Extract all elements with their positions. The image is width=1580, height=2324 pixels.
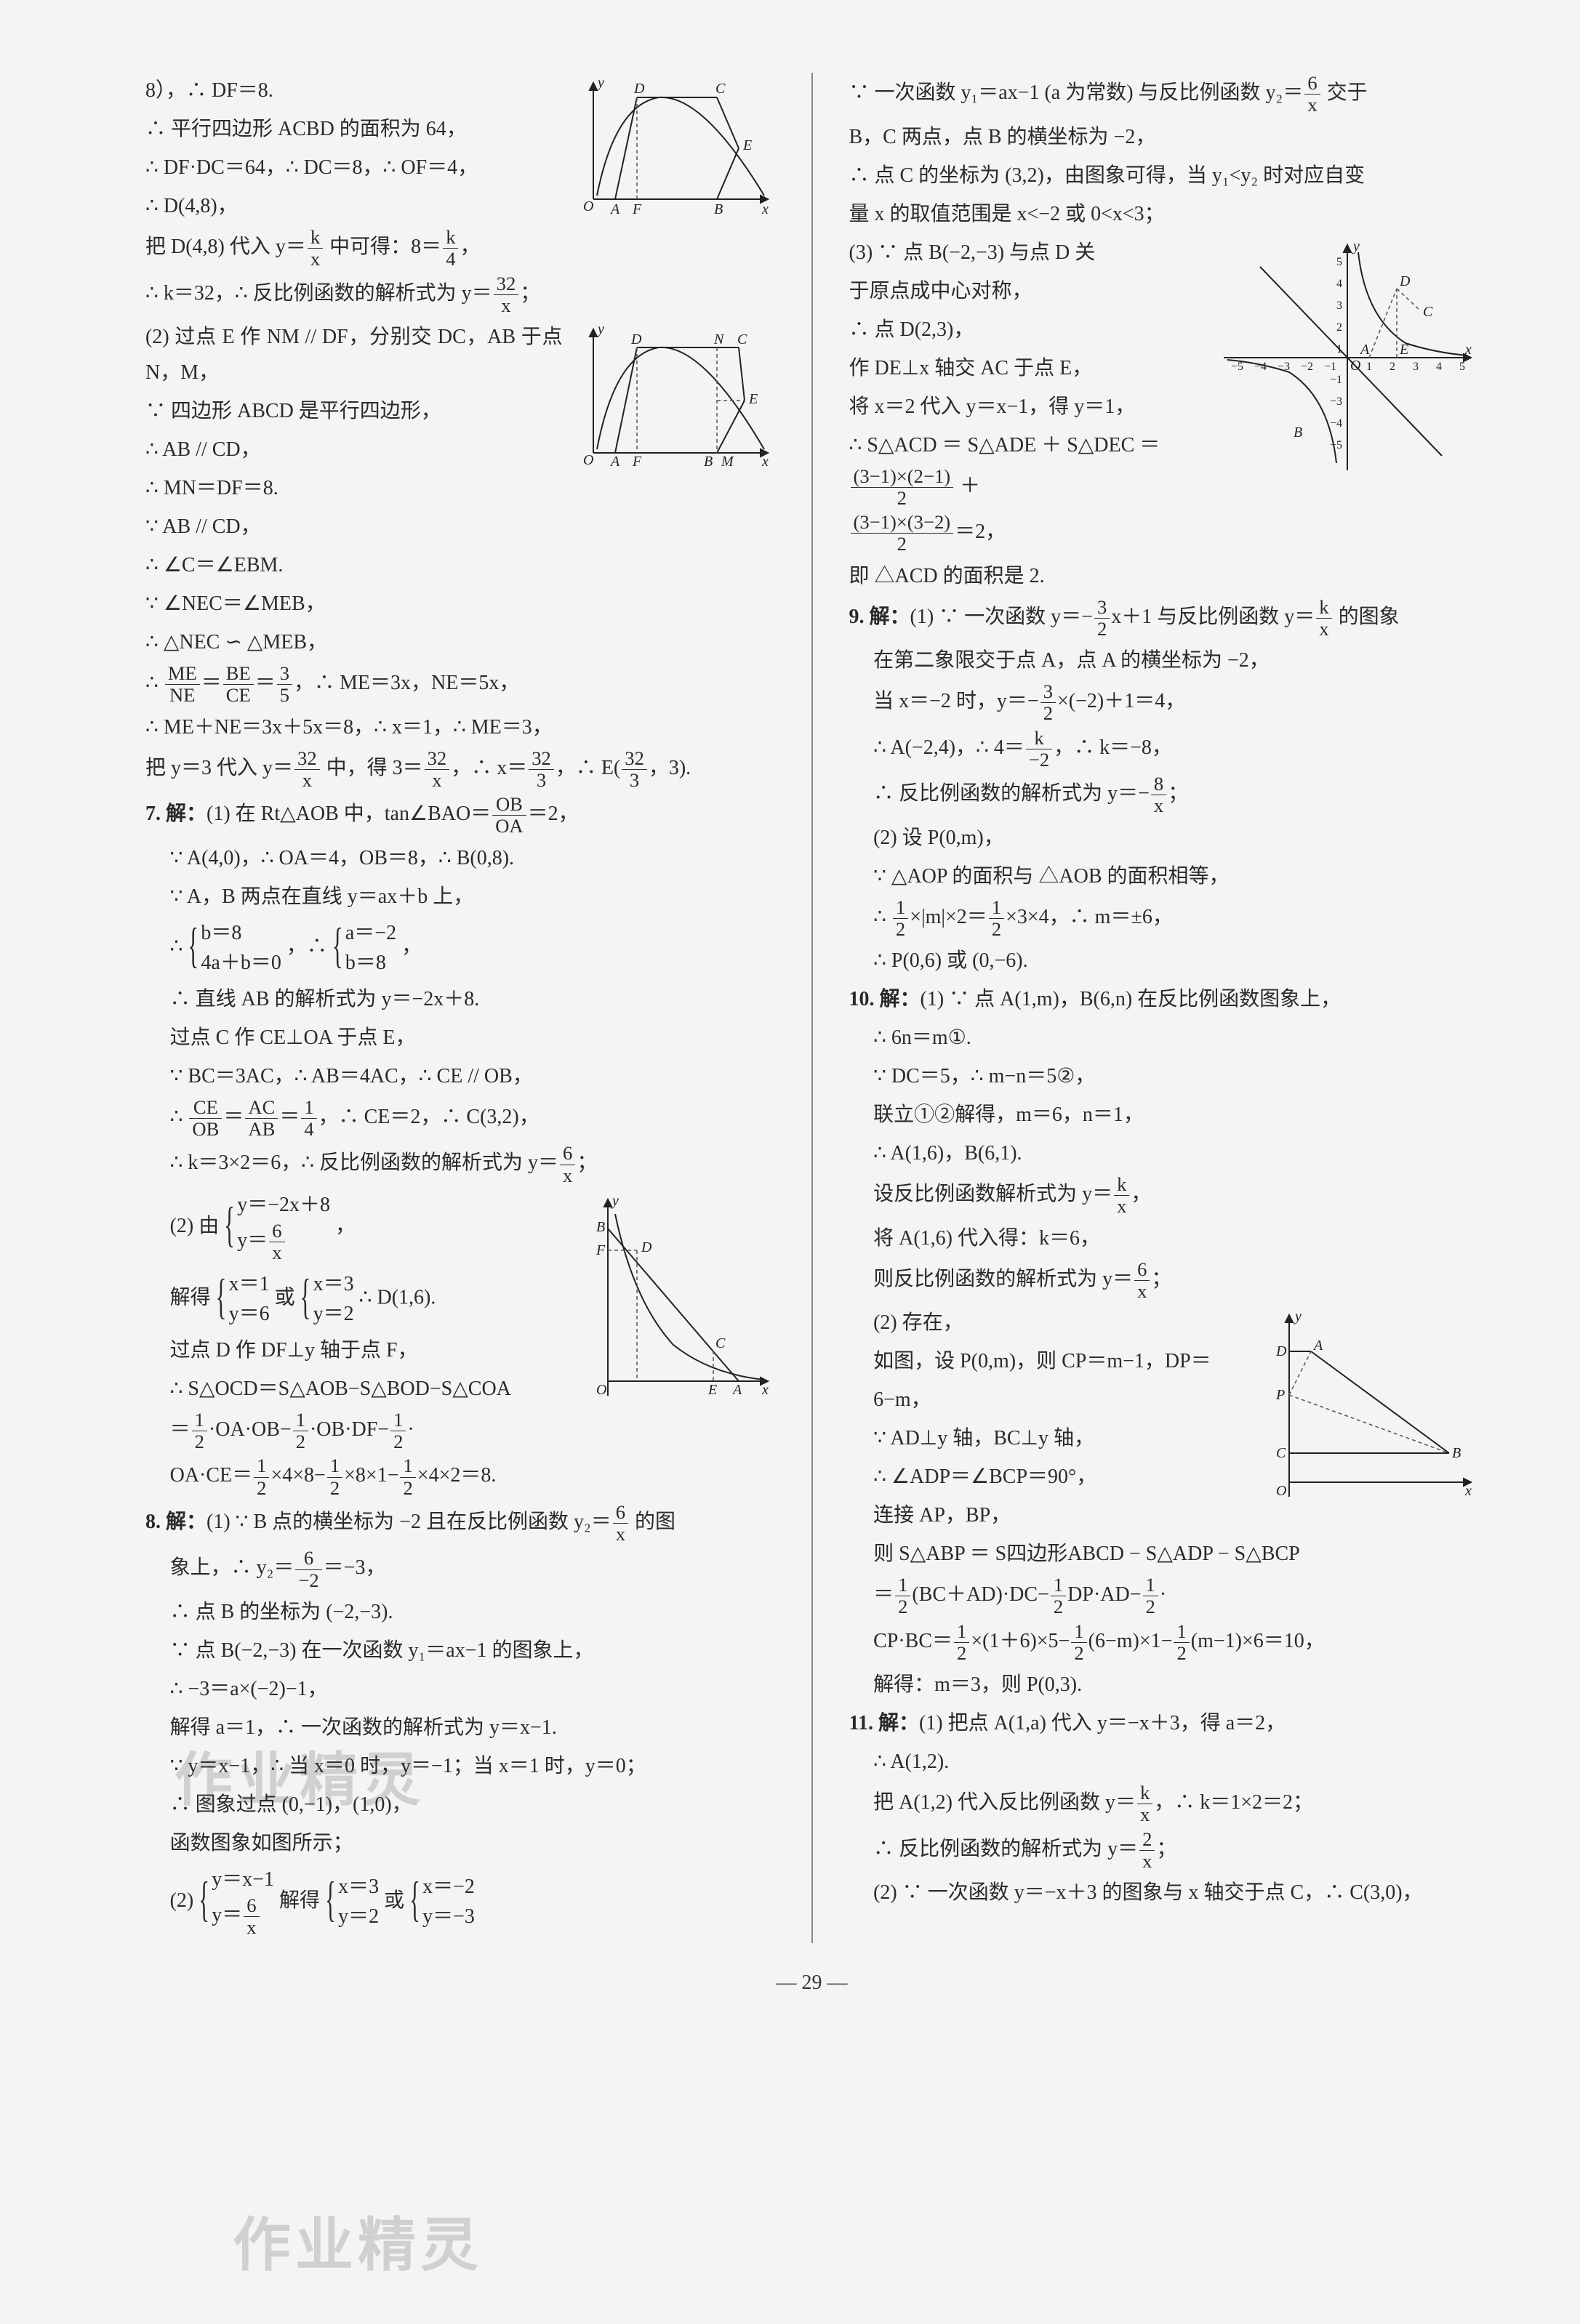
line: ∴ ME＋NE＝3x＋5x＝8，∴ x＝1，∴ ME＝3， (145, 709, 775, 745)
line: 作 DE⊥x 轴交 AC 于点 E， (849, 350, 1479, 386)
line: ∴ CEOB＝ACAB＝14，∴ CE＝2，∴ C(3,2)， (145, 1097, 775, 1141)
line: 设反比例函数解析式为 y＝kx， (849, 1174, 1479, 1218)
page: O A F B D C E y x 8），∴ DF＝8. ∴ 平行四边形 ACB… (145, 73, 1478, 1943)
line: ∴ A(−2,4)，∴ 4＝k−2，∴ k＝−8， (849, 728, 1479, 771)
line: 象上，∴ y₂＝6−2＝−3， (145, 1548, 775, 1591)
right-column: ∵ 一次函数 y₁＝ax−1 (a 为常数) 与反比例函数 y₂＝6x 交于 B… (849, 73, 1479, 1943)
line: ∴ k＝32，∴ 反比例函数的解析式为 y＝32x； (145, 273, 775, 317)
line: OA·CE＝12×4×8−12×8×1−12×4×2＝8. (145, 1455, 775, 1499)
q11: 11. 解：(1) 把点 A(1,a) 代入 y＝−x＋3，得 a＝2， (849, 1705, 1479, 1741)
line: ∴ −3＝a×(−2)−1， (145, 1671, 775, 1707)
line: 即 △ACD 的面积是 2. (849, 558, 1479, 594)
page-number: — 29 — (145, 1965, 1478, 2001)
line: (2) ∵ 一次函数 y＝−x＋3 的图象与 x 轴交于点 C，∴ C(3,0)… (849, 1875, 1479, 1910)
line: ∴ 6n＝m①. (849, 1020, 1479, 1056)
line: ＝12·OA·OB−12·OB·DF−12· (145, 1410, 775, 1453)
line: 把 y＝3 代入 y＝32x 中，得 3＝32x，∴ x＝323，∴ E(323… (145, 748, 775, 792)
line: 函数图象如图所示； (145, 1825, 775, 1861)
line: ∴ AB // CD， (145, 432, 775, 467)
line: 连接 AP，BP， (849, 1497, 1479, 1533)
line: ∴ 反比例函数的解析式为 y＝2x； (849, 1829, 1479, 1873)
line: ∴ △NEC ∽ △MEB， (145, 624, 775, 660)
line: ∴ MENE＝BECE＝35，∴ ME＝3x，NE＝5x， (145, 663, 775, 707)
line: ∵ A(4,0)，∴ OA＝4，OB＝8，∴ B(0,8). (145, 840, 775, 876)
line: ∵ AD⊥y 轴，BC⊥y 轴， (849, 1420, 1479, 1456)
line: ∴ k＝3×2＝6，∴ 反比例函数的解析式为 y＝6x； (145, 1143, 775, 1186)
line: ∴ A(1,2). (849, 1744, 1479, 1780)
line: (2) 存在， (849, 1305, 1479, 1340)
line: ∴ 平行四边形 ACBD 的面积为 64， (145, 111, 775, 147)
q9: 9. 解：(1) ∵ 一次函数 y＝−32x＋1 与反比例函数 y＝kx 的图象 (849, 597, 1479, 640)
line: (3) ∵ 点 B(−2,−3) 与点 D 关 (849, 235, 1479, 270)
line: ∴ DF·DC＝64，∴ DC＝8，∴ OF＝4， (145, 150, 775, 185)
line: ∴ 直线 AB 的解析式为 y＝−2x＋8. (145, 981, 775, 1017)
line: 于原点成中心对称， (849, 273, 1479, 309)
watermark: 作业精灵 (233, 2195, 483, 2297)
line: ∴ 图象过点 (0,−1)，(1,0)， (145, 1787, 775, 1822)
line: 过点 D 作 DF⊥y 轴于点 F， (145, 1332, 775, 1368)
line: 6−m， (849, 1382, 1479, 1418)
line: 则反比例函数的解析式为 y＝6x； (849, 1259, 1479, 1303)
line: (2) 设 P(0,m)， (849, 820, 1479, 856)
line: ∴ P(0,6) 或 (0,−6). (849, 943, 1479, 978)
q8: 8. 解：(1) ∵ B 点的横坐标为 −2 且在反比例函数 y₂＝6x 的图 (145, 1502, 775, 1545)
q10: 10. 解：(1) ∵ 点 A(1,m)，B(6,n) 在反比例函数图象上， (849, 981, 1479, 1017)
line: ∴ S△ACD ＝ S△ADE ＋ S△DEC ＝ (849, 427, 1479, 463)
line: ∴ A(1,6)，B(6,1). (849, 1135, 1479, 1171)
line: ∴ ∠C＝∠EBM. (145, 547, 775, 583)
line: ∵ y＝x−1，∴ 当 x＝0 时，y＝−1；当 x＝1 时，y＝0； (145, 1748, 775, 1784)
line: ∴ 12×|m|×2＝12×3×4，∴ m＝±6， (849, 897, 1479, 941)
line: ∴ 点 D(2,3)， (849, 312, 1479, 347)
line: 解得 a＝1，∴ 一次函数的解析式为 y＝x−1. (145, 1710, 775, 1745)
line: ＝12(BC＋AD)·DC−12DP·AD−12· (849, 1575, 1479, 1618)
left-column: O A F B D C E y x 8），∴ DF＝8. ∴ 平行四边形 ACB… (145, 73, 775, 1943)
line: 8），∴ DF＝8. (145, 73, 775, 108)
column-divider (811, 73, 813, 1943)
line: ∴ 点 C 的坐标为 (3,2)，由图象可得，当 y₁<y₂ 时对应自变 (849, 158, 1479, 193)
line: 在第二象限交于点 A，点 A 的横坐标为 −2， (849, 643, 1479, 678)
line: ∴ D(4,8)， (145, 188, 775, 224)
line: CP·BC＝12×(1＋6)×5−12(6−m)×1−12(m−1)×6＝10， (849, 1621, 1479, 1665)
line: ∵ 点 B(−2,−3) 在一次函数 y₁＝ax−1 的图象上， (145, 1633, 775, 1668)
line: (3−1)×(2−1)2 ＋ (849, 466, 1479, 510)
line: ∴ ∠ADP＝∠BCP＝90°， (849, 1459, 1479, 1495)
line: 联立①②解得，m＝6，n＝1， (849, 1097, 1479, 1133)
line: 将 x＝2 代入 y＝x−1，得 y＝1， (849, 389, 1479, 425)
line: 过点 C 作 CE⊥OA 于点 E， (145, 1020, 775, 1056)
line: 当 x＝−2 时，y＝−32×(−2)＋1＝4， (849, 681, 1479, 725)
line: ∵ 一次函数 y₁＝ax−1 (a 为常数) 与反比例函数 y₂＝6x 交于 (849, 73, 1479, 116)
line: 则 S△ABP ＝ S四边形ABCD − S△ADP − S△BCP (849, 1536, 1479, 1572)
line: 如图，设 P(0,m)，则 CP＝m−1，DP＝ (849, 1343, 1479, 1379)
line: (3−1)×(3−2)2＝2， (849, 512, 1479, 555)
line: ∴ b＝84a＋b＝0 ，∴ a＝−2b＝8 ， (145, 917, 775, 978)
line: 将 A(1,6) 代入得：k＝6， (849, 1221, 1479, 1256)
line: 量 x 的取值范围是 x<−2 或 0<x<3； (849, 196, 1479, 232)
line: ∵ A，B 两点在直线 y＝ax＋b 上， (145, 879, 775, 914)
line: (2) 由 y＝−2x＋8y＝6x ， (145, 1189, 775, 1266)
line: 解得：m＝3，则 P(0,3). (849, 1667, 1479, 1702)
line: B，C 两点，点 B 的横坐标为 −2， (849, 119, 1479, 155)
line: 把 A(1,2) 代入反比例函数 y＝kx，∴ k＝1×2＝2； (849, 1782, 1479, 1826)
line: ∴ S△OCD＝S△AOB−S△BOD−S△COA (145, 1371, 775, 1407)
line: ∵ DC＝5，∴ m−n＝5②， (849, 1058, 1479, 1094)
line: 解得 x＝1y＝6 或 x＝3y＝2 ∴ D(1,6). (145, 1268, 775, 1330)
line: ∴ 点 B 的坐标为 (−2,−3). (145, 1594, 775, 1630)
line: ∴ 反比例函数的解析式为 y＝−8x； (849, 773, 1479, 817)
line: ∵ AB // CD， (145, 509, 775, 544)
line: ∵ △AOP 的面积与 △AOB 的面积相等， (849, 859, 1479, 894)
line: ∴ MN＝DF＝8. (145, 470, 775, 506)
line: ∵ 四边形 ABCD 是平行四边形， (145, 393, 775, 429)
line: (2) y＝x−1y＝6x 解得 x＝3y＝2 或 x＝−2y＝−3 (145, 1864, 775, 1940)
line: ∵ BC＝3AC，∴ AB＝4AC，∴ CE // OB， (145, 1058, 775, 1094)
q7: 7. 解：(1) 在 Rt△AOB 中，tan∠BAO＝OBOA＝2， (145, 794, 775, 837)
line: ∵ ∠NEC＝∠MEB， (145, 586, 775, 622)
line: (2) 过点 E 作 NM // DF，分别交 DC，AB 于点 N，M， (145, 319, 775, 390)
line: 把 D(4,8) 代入 y＝kx 中可得：8＝k4， (145, 227, 775, 270)
